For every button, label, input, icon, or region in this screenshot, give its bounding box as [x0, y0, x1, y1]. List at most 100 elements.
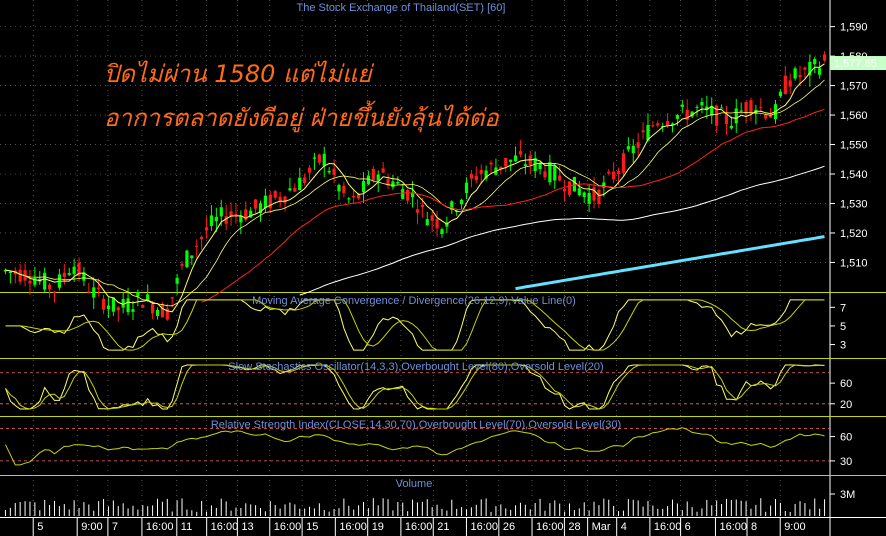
candle-body	[499, 166, 503, 170]
y-tick-label: 60	[840, 378, 852, 390]
candle-body	[396, 182, 400, 184]
candle-body	[234, 213, 238, 215]
x-tick-label: 15	[306, 521, 318, 533]
candle-body	[744, 102, 748, 114]
candle-body	[307, 167, 312, 173]
candle-body	[327, 170, 331, 173]
x-tick-label: 16:00	[339, 521, 367, 533]
candle-body	[28, 280, 32, 284]
candle-body	[469, 174, 474, 179]
x-tick-label: 7	[112, 521, 118, 533]
candle-body	[764, 114, 768, 119]
candle-body	[798, 75, 802, 78]
y-tick-label: 1,540	[840, 169, 868, 181]
candle-body	[685, 109, 689, 120]
panel-title: Relative Strength Index(CLOSE,14,30,70),…	[211, 419, 621, 431]
x-tick-label: Mar	[592, 521, 611, 533]
x-tick-label: 9:00	[81, 521, 102, 533]
x-tick-label: 13	[241, 521, 253, 533]
candle-body	[283, 196, 287, 203]
candle-body	[209, 215, 214, 226]
candle-body	[695, 106, 699, 108]
volume-series	[4, 498, 826, 516]
candle-body	[33, 278, 37, 285]
candle-body	[106, 305, 111, 310]
candle-body	[464, 182, 469, 194]
x-tick-label: 16:00	[470, 521, 498, 533]
panel-title: Moving Average Convergence / Divergence(…	[252, 295, 576, 307]
candle-body	[8, 271, 12, 274]
stoch-d-line	[5, 364, 825, 410]
candle-body	[146, 294, 150, 301]
candle-body	[489, 162, 493, 165]
candle-body	[803, 67, 807, 70]
candle-body	[303, 177, 307, 183]
candle-body	[562, 189, 567, 192]
candle-body	[253, 199, 258, 209]
candle-body	[440, 229, 444, 234]
candle-body	[366, 175, 371, 185]
candle-body	[298, 177, 302, 191]
candle-body	[523, 164, 527, 166]
macd-signal-line	[5, 299, 825, 351]
candle-body	[200, 236, 204, 240]
candle-body	[759, 107, 763, 109]
candle-body	[342, 185, 346, 194]
candle-body	[818, 68, 822, 75]
candle-body	[293, 187, 297, 192]
candle-body	[224, 216, 228, 224]
candle-body	[479, 169, 483, 174]
candle-body	[558, 175, 562, 181]
candle-body	[626, 146, 630, 150]
candle-body	[391, 181, 395, 188]
candle-body	[538, 163, 542, 169]
candle-body	[249, 210, 253, 218]
candle-body	[322, 153, 326, 166]
candle-body	[136, 292, 140, 297]
candle-body	[793, 68, 797, 79]
x-tick-label: 16:00	[274, 521, 302, 533]
ma-slow-line	[299, 165, 825, 296]
candle-body	[288, 188, 292, 191]
x-tick-label: 16:00	[211, 521, 239, 533]
ma-long-line	[515, 235, 825, 291]
candle-body	[778, 91, 783, 97]
candle-body	[646, 125, 650, 141]
candle-body	[582, 192, 586, 197]
candle-body	[278, 196, 282, 202]
candle-body	[67, 273, 71, 275]
stoch-k-line	[5, 364, 825, 410]
y-tick-label: 7	[840, 302, 846, 314]
rsi-line	[5, 427, 825, 466]
y-tick-label: 30	[840, 456, 852, 468]
candle-body	[607, 171, 611, 174]
candle-body	[131, 309, 135, 312]
candle-body	[332, 168, 336, 175]
candle-body	[386, 179, 390, 186]
candle-body	[239, 215, 243, 223]
candle-body	[87, 291, 91, 293]
candle-body	[719, 107, 724, 109]
annotation-line-2: อาการตลาดยังดีอยู่ ฝ่ายขึ้นยังลุ้นได้ต่อ	[104, 104, 499, 132]
candle-body	[509, 159, 513, 162]
candle-body	[808, 61, 812, 76]
candle-body	[616, 171, 621, 174]
candle-body	[116, 307, 120, 311]
grid-lines	[0, 0, 830, 517]
ma-fast-line	[5, 63, 825, 313]
candle-body	[459, 199, 464, 205]
candle-body	[92, 287, 96, 298]
candle-body	[43, 272, 47, 290]
candle-body	[18, 269, 22, 282]
candle-body	[783, 75, 787, 95]
candle-body	[111, 297, 115, 312]
candle-body	[126, 298, 130, 313]
candle-body	[749, 100, 753, 114]
candle-body	[381, 168, 385, 173]
candle-body	[244, 209, 248, 220]
series-marks	[3, 51, 827, 516]
y-tick-label: 1,530	[840, 198, 868, 210]
candle-body	[553, 165, 557, 181]
